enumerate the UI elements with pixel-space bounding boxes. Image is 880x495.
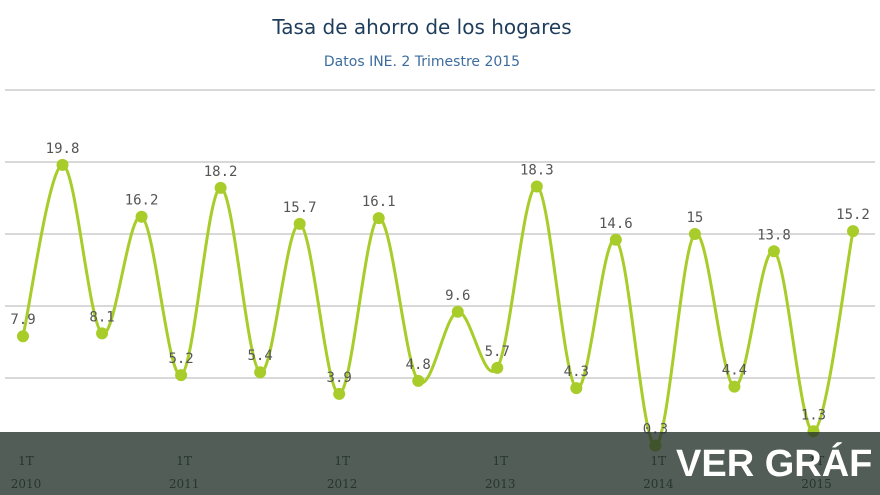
data-point bbox=[688, 228, 701, 240]
data-point bbox=[570, 382, 583, 395]
data-label: 8.1 bbox=[89, 309, 114, 325]
data-label: 4.3 bbox=[564, 364, 589, 380]
data-label: 1.3 bbox=[801, 407, 826, 423]
data-point bbox=[17, 330, 29, 343]
data-label: 4.4 bbox=[722, 363, 747, 379]
data-label: 16.1 bbox=[362, 194, 396, 210]
data-point bbox=[135, 210, 148, 223]
data-markers bbox=[17, 158, 859, 452]
data-point bbox=[56, 158, 69, 171]
data-point bbox=[451, 305, 464, 318]
data-point bbox=[293, 217, 306, 230]
data-label: 19.8 bbox=[46, 141, 80, 157]
data-label: 4.8 bbox=[406, 357, 431, 373]
data-label: 5.7 bbox=[485, 344, 510, 360]
data-label: 18.3 bbox=[520, 162, 554, 178]
data-point bbox=[847, 225, 859, 238]
data-label: 14.6 bbox=[599, 216, 633, 232]
data-point bbox=[491, 361, 504, 374]
data-label: 15.2 bbox=[836, 207, 870, 223]
data-label: 15.7 bbox=[283, 200, 317, 216]
data-label: 3.9 bbox=[327, 370, 352, 386]
gridlines bbox=[5, 89, 875, 379]
data-point bbox=[214, 181, 227, 194]
chart-subtitle: Datos INE. 2 Trimestre 2015 bbox=[324, 54, 520, 70]
chart-title: Tasa de ahorro de los hogares bbox=[271, 15, 571, 39]
data-point bbox=[412, 374, 425, 387]
data-point bbox=[333, 387, 346, 400]
data-label: 16.2 bbox=[125, 193, 159, 209]
data-labels: 7.9 19.8 8.1 16.2 5.2 18.2 5.4 15.7 3.9 16.1 4.8 9.… bbox=[10, 141, 870, 438]
data-label: 9.6 bbox=[445, 288, 470, 304]
view-chart-banner-label[interactable]: VER GRÁF bbox=[676, 443, 873, 485]
data-label: 18.2 bbox=[204, 164, 238, 180]
data-label: 15 bbox=[686, 210, 703, 226]
data-label: 13.8 bbox=[757, 227, 791, 243]
data-point bbox=[767, 245, 780, 258]
data-label: 7.9 bbox=[10, 312, 35, 328]
data-point bbox=[96, 327, 109, 340]
view-chart-banner[interactable] bbox=[0, 432, 880, 495]
series-line bbox=[21, 163, 855, 448]
data-point bbox=[372, 212, 385, 225]
data-point bbox=[609, 233, 622, 246]
data-point bbox=[254, 366, 267, 379]
data-point bbox=[175, 369, 188, 382]
data-label: 5.2 bbox=[168, 351, 193, 367]
data-point bbox=[728, 380, 741, 393]
data-point bbox=[530, 180, 543, 193]
data-label: 5.4 bbox=[247, 348, 272, 364]
